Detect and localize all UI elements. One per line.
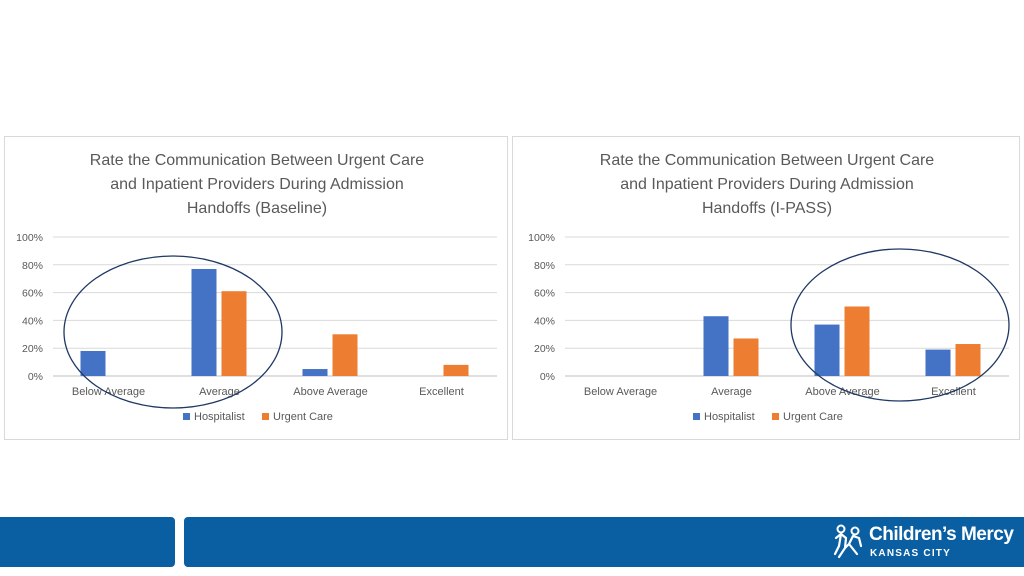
y-tick-label: 20% — [22, 343, 43, 355]
y-tick-label: 100% — [528, 232, 555, 244]
y-tick-label: 40% — [534, 315, 555, 327]
bar-hospitalist — [80, 350, 106, 376]
bar-urgent-care — [443, 364, 469, 376]
legend-label: Hospitalist — [194, 411, 245, 423]
y-tick-label: 80% — [534, 260, 555, 272]
logo-subtitle: KANSAS CITY — [870, 548, 951, 559]
footer-bar-right — [184, 517, 1024, 567]
chart-title-line: and Inpatient Providers During Admission — [110, 176, 404, 193]
chart-title-line: Handoffs (Baseline) — [187, 200, 327, 217]
x-tick-label: Below Average — [72, 386, 145, 398]
y-tick-label: 60% — [534, 288, 555, 300]
annotation-circle — [790, 248, 1010, 402]
legend-label: Hospitalist — [704, 411, 755, 423]
bar-hospitalist — [302, 369, 328, 376]
x-tick-label: Excellent — [419, 386, 464, 398]
y-tick-label: 80% — [22, 260, 43, 272]
x-tick-label: Above Average — [293, 386, 367, 398]
legend-label: Urgent Care — [783, 411, 843, 423]
bar-urgent-care — [221, 291, 247, 376]
y-tick-label: 0% — [540, 371, 555, 383]
legend-swatch — [183, 413, 190, 420]
legend-swatch — [693, 413, 700, 420]
annotation-circle — [63, 255, 283, 409]
bar-hospitalist — [925, 349, 951, 376]
y-tick-label: 60% — [22, 288, 43, 300]
bar-urgent-care — [955, 344, 981, 376]
chart-title-line: Handoffs (I-PASS) — [702, 200, 832, 217]
bar-urgent-care — [844, 306, 870, 376]
childrens-mercy-logo: Children’s Mercy KANSAS CITY — [833, 522, 1014, 564]
bar-hospitalist — [814, 324, 840, 376]
x-tick-label: Below Average — [584, 386, 657, 398]
y-tick-label: 100% — [16, 232, 43, 244]
bar-urgent-care — [332, 334, 358, 376]
bar-urgent-care — [733, 338, 759, 376]
y-tick-label: 40% — [22, 315, 43, 327]
bar-hospitalist — [191, 268, 217, 376]
y-tick-label: 20% — [534, 343, 555, 355]
chart-svg: Rate the Communication Between Urgent Ca… — [528, 152, 1010, 423]
chart-title-line: and Inpatient Providers During Admission — [620, 176, 914, 193]
footer-bar-left — [0, 517, 175, 567]
legend-swatch — [772, 413, 779, 420]
chart-svg: Rate the Communication Between Urgent Ca… — [16, 152, 497, 423]
children-figures-icon — [833, 524, 863, 559]
x-tick-label: Average — [711, 386, 752, 398]
legend-label: Urgent Care — [273, 411, 333, 423]
y-tick-label: 0% — [28, 371, 43, 383]
chart-ipass: Rate the Communication Between Urgent Ca… — [512, 136, 1020, 440]
legend-swatch — [262, 413, 269, 420]
chart-baseline: Rate the Communication Between Urgent Ca… — [4, 136, 508, 440]
chart-title-line: Rate the Communication Between Urgent Ca… — [90, 152, 424, 169]
x-tick-label: Above Average — [805, 386, 879, 398]
x-tick-label: Average — [199, 386, 240, 398]
chart-title-line: Rate the Communication Between Urgent Ca… — [600, 152, 934, 169]
logo-name: Children’s Mercy — [869, 524, 1014, 545]
bar-hospitalist — [703, 316, 729, 376]
